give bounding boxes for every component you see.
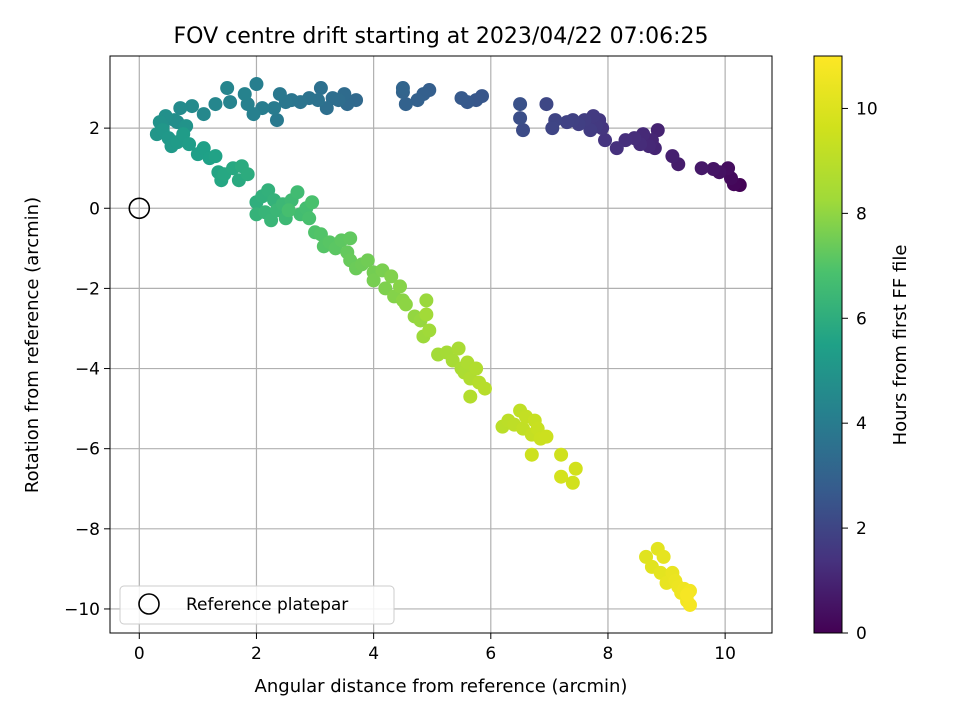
colorbar-tick-label: 8: [856, 204, 867, 224]
data-point: [305, 195, 320, 210]
x-tick-label: 2: [251, 644, 262, 664]
data-point: [598, 133, 613, 148]
data-point: [422, 323, 437, 338]
data-point: [240, 167, 255, 182]
data-point: [410, 93, 425, 108]
data-point: [196, 107, 211, 122]
y-tick-label: −2: [75, 279, 100, 299]
legend-box: [119, 585, 395, 625]
y-axis-ticks: −10 −8 −6 −4 −2 0 2: [64, 119, 110, 620]
data-point: [395, 81, 410, 96]
x-tick-label: 4: [368, 644, 379, 664]
data-point: [392, 279, 407, 294]
data-point: [290, 185, 305, 200]
data-point: [237, 87, 252, 102]
data-point: [223, 95, 238, 110]
data-point: [469, 361, 484, 376]
colorbar-label: Hours from first FF file: [890, 245, 911, 446]
data-point: [360, 253, 375, 268]
data-point: [454, 91, 469, 106]
colorbar-tick-label: 10: [856, 99, 878, 119]
data-point: [477, 381, 492, 396]
reference-platepar-marker: [128, 197, 151, 220]
data-point: [554, 447, 569, 462]
data-point: [680, 587, 695, 602]
data-point: [516, 123, 531, 138]
chart-title: FOV centre drift starting at 2023/04/22 …: [174, 24, 709, 49]
data-point: [545, 121, 560, 136]
y-tick-label: 0: [89, 199, 100, 219]
data-point: [463, 389, 478, 404]
data-point: [524, 447, 539, 462]
x-tick-label: 0: [134, 644, 145, 664]
y-tick-label: −6: [75, 440, 100, 460]
data-point: [272, 87, 287, 102]
data-point: [398, 97, 413, 112]
data-point: [220, 81, 235, 96]
x-axis-label: Angular distance from reference (arcmin): [255, 676, 628, 697]
data-point: [384, 269, 399, 284]
data-point: [208, 97, 223, 112]
colorbar: 0 2 4 6 8 10 Hours from first FF file: [813, 55, 911, 644]
colorbar-tick-label: 0: [856, 624, 867, 644]
colorbar-tick-label: 2: [856, 519, 867, 539]
data-point: [366, 273, 381, 288]
data-point: [281, 203, 296, 218]
y-axis-label: Rotation from reference (arcmin): [22, 197, 43, 493]
data-point: [451, 341, 466, 356]
data-point: [656, 549, 671, 564]
data-point: [313, 81, 328, 96]
data-point: [302, 211, 317, 226]
data-point: [513, 111, 528, 126]
data-point: [419, 307, 434, 322]
x-axis-ticks: 0 2 4 6 8 10: [134, 633, 736, 664]
y-tick-label: −10: [64, 600, 100, 620]
data-point: [208, 149, 223, 164]
y-tick-label: −4: [75, 360, 100, 380]
legend-label: Reference platepar: [186, 595, 348, 615]
data-point: [706, 161, 721, 176]
data-point: [539, 97, 554, 112]
data-point: [554, 469, 569, 484]
data-point: [398, 297, 413, 312]
data-point: [539, 429, 554, 444]
colorbar-gradient: [813, 55, 843, 634]
x-tick-label: 8: [603, 644, 614, 664]
colorbar-tick-label: 4: [856, 414, 867, 434]
data-point: [559, 115, 574, 130]
colorbar-ticks: 0 2 4 6 8 10: [842, 99, 878, 644]
data-point: [565, 475, 580, 490]
data-point: [343, 231, 358, 246]
colorbar-tick-label: 6: [856, 309, 867, 329]
plot-frame: [109, 55, 773, 634]
scatter-points: [149, 77, 747, 612]
x-tick-label: 6: [485, 644, 496, 664]
data-point: [513, 97, 528, 112]
grid-lines: [110, 56, 772, 633]
data-point: [694, 161, 709, 176]
y-tick-label: −8: [75, 520, 100, 540]
data-point: [173, 101, 188, 116]
y-tick-label: 2: [89, 119, 100, 139]
legend-marker: [138, 593, 160, 615]
legend: Reference platepar: [119, 585, 395, 625]
data-point: [568, 461, 583, 476]
data-point: [249, 77, 264, 92]
data-point: [267, 101, 282, 116]
data-point: [609, 141, 624, 156]
data-point: [269, 113, 284, 128]
data-point: [185, 99, 200, 114]
data-point: [182, 137, 197, 152]
x-tick-label: 10: [714, 644, 736, 664]
data-point: [665, 149, 680, 164]
data-point: [419, 293, 434, 308]
